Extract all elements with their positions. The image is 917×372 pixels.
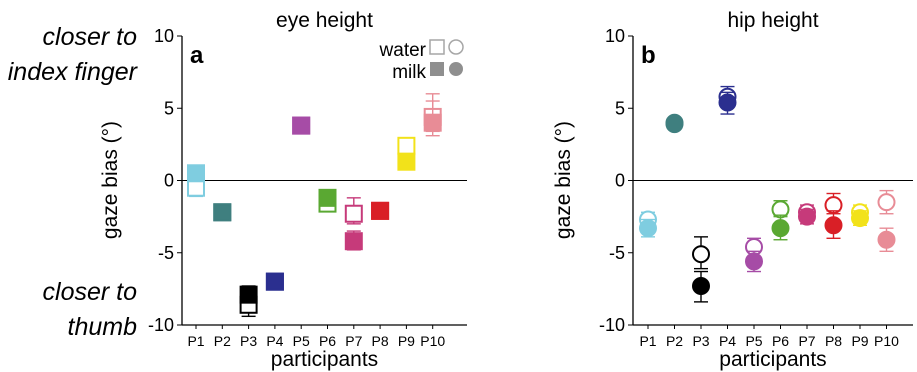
data-point-milk — [346, 233, 362, 249]
x-tick-label: P4 — [266, 333, 283, 349]
y-tick-label: 10 — [605, 26, 625, 46]
x-tick-label: P7 — [345, 333, 362, 349]
top-label-line2: index finger — [8, 58, 139, 86]
legend-milk-square-icon — [430, 62, 444, 76]
data-point-milk — [214, 204, 230, 220]
data-point-milk — [667, 116, 683, 132]
data-point-milk — [293, 118, 309, 134]
chart-title: hip height — [727, 9, 818, 32]
y-tick-label: -10 — [148, 315, 174, 335]
bottom-label-line1: closer to — [43, 278, 138, 306]
data-point-milk — [799, 209, 815, 225]
y-axis-label: gaze bias (°) — [99, 121, 122, 239]
x-tick-label: P6 — [319, 333, 336, 349]
legend-milk-label: milk — [392, 62, 426, 83]
x-tick-label: P3 — [240, 333, 257, 349]
data-point-milk — [267, 274, 283, 290]
data-point-water — [879, 194, 895, 210]
x-tick-label: P2 — [214, 333, 231, 349]
data-point-milk — [372, 203, 388, 219]
data-point-milk — [640, 220, 656, 236]
x-tick-label: P2 — [666, 333, 683, 349]
legend-milk-circle-icon — [449, 62, 463, 76]
y-tick-label: 5 — [164, 98, 174, 118]
data-point-water — [346, 206, 362, 222]
data-point-milk — [879, 232, 895, 248]
legend-water-circle-icon — [449, 40, 463, 54]
y-tick-label: 10 — [154, 26, 174, 46]
x-tick-label: P1 — [187, 333, 204, 349]
legend-water-label: water — [379, 40, 427, 61]
data-point-milk — [425, 115, 441, 131]
panel-label: a — [190, 42, 204, 69]
data-point-water — [693, 246, 709, 262]
chart-title: eye height — [276, 9, 373, 32]
panel-label: b — [641, 42, 656, 69]
y-tick-label: 0 — [164, 171, 174, 191]
x-tick-label: P9 — [851, 333, 868, 349]
y-axis-label: gaze bias (°) — [552, 121, 575, 239]
x-tick-label: P8 — [825, 333, 842, 349]
y-tick-label: -10 — [599, 315, 625, 335]
x-tick-label: P5 — [293, 333, 310, 349]
x-tick-label: P3 — [692, 333, 709, 349]
data-point-milk — [720, 94, 736, 110]
x-tick-label: P10 — [874, 333, 899, 349]
y-tick-label: 0 — [615, 171, 625, 191]
y-tick-label: -5 — [158, 243, 174, 263]
chart-panel-b: -10 -5 0 5 10 P1 P2 P3 P4 P5 P6 P7 P8 P9 P10 hip height… — [552, 9, 913, 371]
data-point-water — [398, 138, 414, 154]
data-point-milk — [826, 217, 842, 233]
x-tick-label: P6 — [772, 333, 789, 349]
legend-water-square-icon — [430, 40, 444, 54]
data-point-milk — [693, 278, 709, 294]
top-label-line1: closer to — [43, 23, 138, 51]
x-tick-label: P7 — [798, 333, 815, 349]
x-tick-label: P5 — [745, 333, 762, 349]
data-point-milk — [746, 253, 762, 269]
x-axis-label: participants — [719, 348, 826, 371]
x-tick-label: P10 — [420, 333, 445, 349]
legend: water milk — [379, 40, 463, 83]
data-point-milk — [320, 190, 336, 206]
data-point-milk — [241, 287, 257, 303]
x-tick-label: P9 — [398, 333, 415, 349]
data-point-milk — [773, 220, 789, 236]
data-point-milk — [398, 154, 414, 170]
data-point-milk — [188, 165, 204, 181]
x-axis-label: participants — [271, 348, 378, 371]
x-tick-label: P4 — [719, 333, 736, 349]
data-point-milk — [852, 210, 868, 226]
y-tick-label: 5 — [615, 98, 625, 118]
x-tick-label: P1 — [639, 333, 656, 349]
x-tick-label: P8 — [372, 333, 389, 349]
bottom-label-line2: thumb — [68, 313, 138, 341]
y-tick-label: -5 — [609, 243, 625, 263]
